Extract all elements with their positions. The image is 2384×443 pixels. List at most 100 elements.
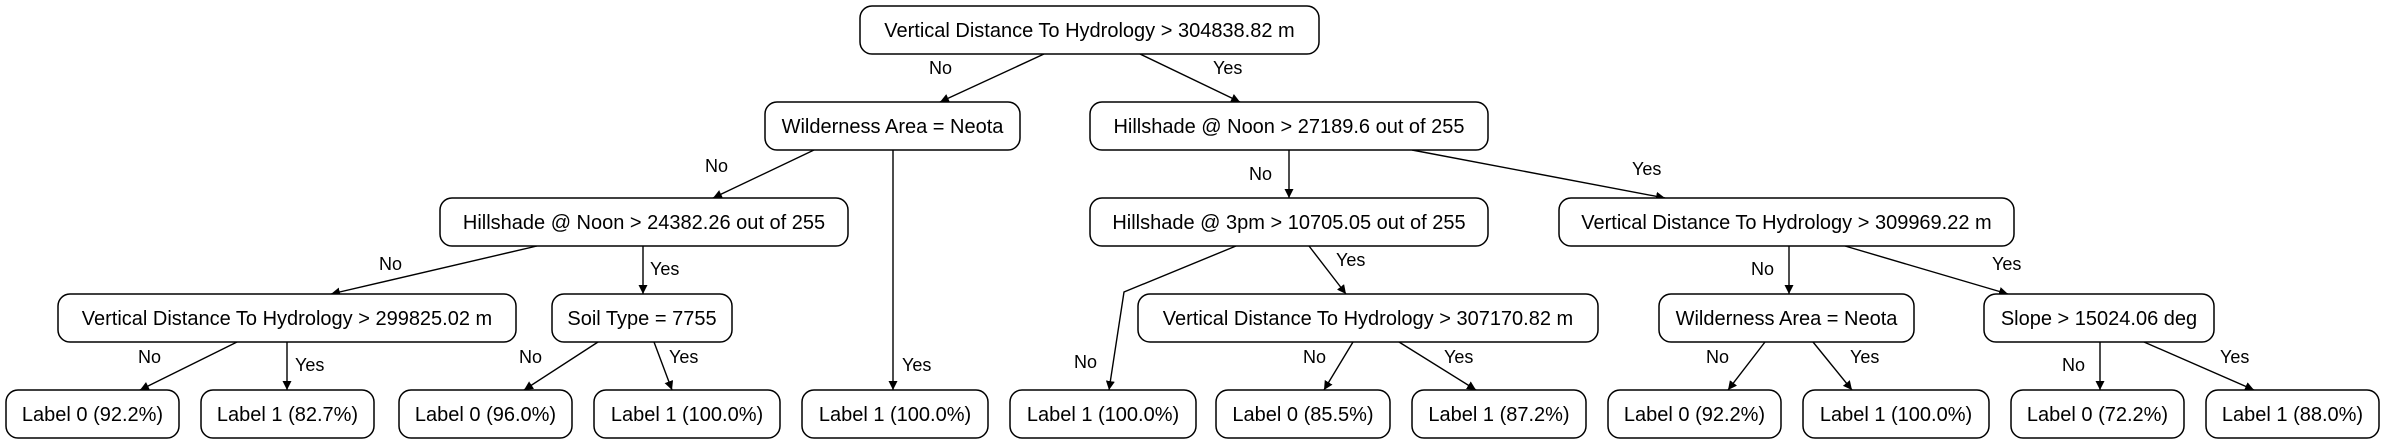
- edge-arrow: [1411, 149, 1666, 201]
- decision-node-n-hill-3pm: Hillshade @ 3pm > 10705.05 out of 255: [1089, 197, 1489, 247]
- edge-arrow: [1308, 245, 1347, 295]
- decision-node-n-soil: Soil Type = 7755: [551, 293, 733, 343]
- edge-arrow: [1727, 341, 1766, 391]
- edge-label-no: No: [1706, 347, 1729, 367]
- node-label: Label 1 (100.0%): [819, 404, 971, 426]
- node-box: [764, 101, 1021, 151]
- edge-label-no: No: [138, 347, 161, 367]
- edge-n-root-to-n-wild1: No: [929, 53, 1045, 103]
- edge-arrow: [1812, 341, 1853, 391]
- node-box: [1137, 293, 1599, 343]
- edge-arrow: [1105, 245, 1237, 391]
- edge-n-soil-to-leaf-4: Yes: [653, 341, 698, 391]
- edge-n-vdh-299-to-leaf-2: Yes: [282, 342, 324, 390]
- leaf-node-leaf-4: Label 1 (100.0%): [593, 389, 781, 439]
- node-box: [1983, 293, 2215, 343]
- edge-arrow: [653, 341, 674, 391]
- edge-n-wild1-to-leaf-5: Yes: [888, 150, 931, 390]
- edge-n-vdh-299-to-leaf-1: No: [138, 341, 238, 391]
- edge-arrow: [1844, 245, 2009, 296]
- edge-n-hill-noon2-to-n-vdh-299: No: [330, 245, 538, 297]
- edge-arrow: [330, 245, 538, 297]
- decision-node-n-hill-noon1: Hillshade @ Noon > 27189.6 out of 255: [1089, 101, 1489, 151]
- edge-n-wild1-to-n-hill-noon2: No: [705, 149, 815, 199]
- leaf-node-leaf-11: Label 0 (72.2%): [2010, 389, 2185, 439]
- node-label: Vertical Distance To Hydrology > 307170.…: [1163, 308, 1573, 330]
- leaf-node-leaf-2: Label 1 (82.7%): [200, 389, 375, 439]
- leaf-node-leaf-5: Label 1 (100.0%): [801, 389, 989, 439]
- edge-label-no: No: [705, 156, 728, 176]
- decision-node-n-root: Vertical Distance To Hydrology > 304838.…: [859, 5, 1320, 55]
- edge-label-yes: Yes: [1992, 254, 2021, 274]
- leaf-node-leaf-6: Label 1 (100.0%): [1009, 389, 1197, 439]
- node-label: Label 1 (88.0%): [2222, 404, 2363, 426]
- node-label: Vertical Distance To Hydrology > 299825.…: [82, 308, 492, 330]
- edge-label-yes: Yes: [1336, 250, 1365, 270]
- edge-n-soil-to-leaf-3: No: [519, 341, 599, 391]
- edge-arrow: [139, 341, 238, 391]
- edge-label-no: No: [1074, 352, 1097, 372]
- edge-label-yes: Yes: [1850, 347, 1879, 367]
- node-box: [439, 197, 849, 247]
- edge-n-wild2-to-leaf-10: Yes: [1812, 341, 1879, 391]
- edge-label-no: No: [929, 58, 952, 78]
- edges-layer: No Yes No Yes No Yes No Yes No Yes No Yes No Yes No Yes…: [138, 53, 2255, 391]
- node-label: Label 0 (72.2%): [2027, 404, 2168, 426]
- node-label: Label 1 (87.2%): [1428, 404, 1569, 426]
- edge-label-yes: Yes: [669, 347, 698, 367]
- edge-arrow: [712, 149, 815, 199]
- node-box: [2205, 389, 2380, 439]
- node-label: Hillshade @ Noon > 27189.6 out of 255: [1113, 116, 1464, 138]
- node-label: Wilderness Area = Neota: [1676, 308, 1899, 330]
- node-label: Slope > 15024.06 deg: [2001, 308, 2197, 330]
- leaf-node-leaf-9: Label 0 (92.2%): [1607, 389, 1782, 439]
- node-box: [1411, 389, 1587, 439]
- decision-node-n-vdh-309: Vertical Distance To Hydrology > 309969.…: [1558, 197, 2015, 247]
- leaf-node-leaf-1: Label 0 (92.2%): [5, 389, 180, 439]
- leaf-node-leaf-7: Label 0 (85.5%): [1215, 389, 1391, 439]
- nodes-layer: Vertical Distance To Hydrology > 304838.…: [5, 5, 2380, 439]
- edge-n-hill-noon1-to-n-vdh-309: Yes: [1411, 149, 1666, 201]
- node-label: Soil Type = 7755: [567, 308, 716, 330]
- decision-node-n-hill-noon2: Hillshade @ Noon > 24382.26 out of 255: [439, 197, 849, 247]
- edge-label-no: No: [1249, 164, 1272, 184]
- edge-label-no: No: [1751, 259, 1774, 279]
- edge-label-yes: Yes: [1444, 347, 1473, 367]
- node-box: [801, 389, 989, 439]
- edge-n-vdh-307-to-leaf-7: No: [1303, 341, 1354, 391]
- node-label: Label 0 (96.0%): [415, 404, 556, 426]
- decision-node-n-wild1: Wilderness Area = Neota: [764, 101, 1021, 151]
- node-box: [1009, 389, 1197, 439]
- node-box: [1215, 389, 1391, 439]
- edge-arrow: [2143, 341, 2255, 391]
- node-label: Label 1 (100.0%): [1027, 404, 1179, 426]
- edge-label-yes: Yes: [1632, 159, 1661, 179]
- node-box: [593, 389, 781, 439]
- decision-node-n-vdh-299: Vertical Distance To Hydrology > 299825.…: [57, 293, 517, 343]
- node-box: [1558, 197, 2015, 247]
- node-box: [1802, 389, 1990, 439]
- edge-arrow: [939, 53, 1045, 103]
- node-label: Vertical Distance To Hydrology > 309969.…: [1581, 212, 1991, 234]
- edge-label-yes: Yes: [2220, 347, 2249, 367]
- node-label: Label 1 (100.0%): [1820, 404, 1972, 426]
- leaf-node-leaf-10: Label 1 (100.0%): [1802, 389, 1990, 439]
- decision-node-n-vdh-307: Vertical Distance To Hydrology > 307170.…: [1137, 293, 1599, 343]
- node-label: Label 1 (82.7%): [217, 404, 358, 426]
- edge-n-wild2-to-leaf-9: No: [1706, 341, 1766, 391]
- edge-label-yes: Yes: [295, 355, 324, 375]
- node-label: Label 0 (92.2%): [22, 404, 163, 426]
- node-box: [2010, 389, 2185, 439]
- edge-label-no: No: [1303, 347, 1326, 367]
- node-label: Label 0 (92.2%): [1624, 404, 1765, 426]
- decision-node-n-wild2: Wilderness Area = Neota: [1658, 293, 1915, 343]
- node-label: Hillshade @ Noon > 24382.26 out of 255: [463, 212, 825, 234]
- leaf-node-leaf-3: Label 0 (96.0%): [398, 389, 573, 439]
- node-box: [551, 293, 733, 343]
- edge-arrow: [1139, 53, 1241, 103]
- node-box: [5, 389, 180, 439]
- node-box: [57, 293, 517, 343]
- node-box: [200, 389, 375, 439]
- edge-n-hill-3pm-to-n-vdh-307: Yes: [1308, 245, 1365, 295]
- node-label: Vertical Distance To Hydrology > 304838.…: [884, 20, 1294, 42]
